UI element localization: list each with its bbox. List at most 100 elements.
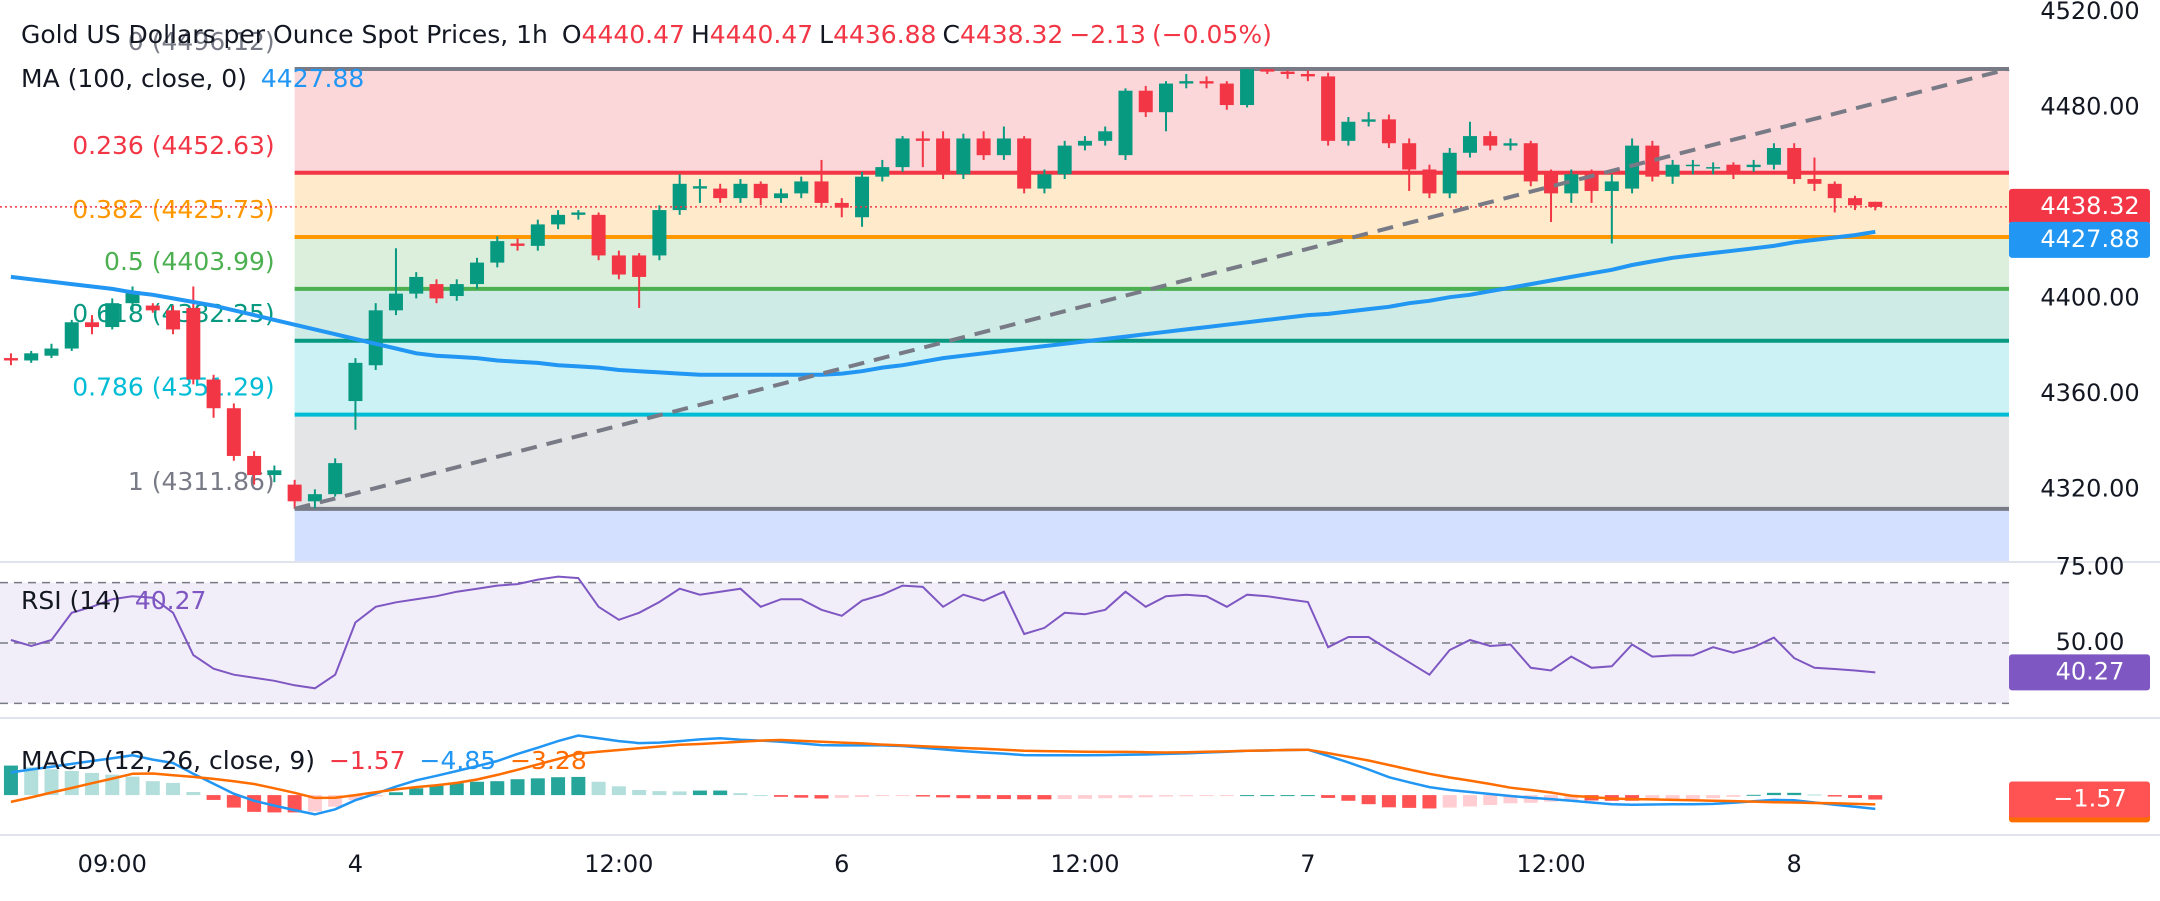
fib-level-label: 0.382 (4425.73) [72,195,274,224]
candle-body [1523,143,1538,182]
macd-histogram-bar [530,778,545,796]
candle-body [1766,148,1781,165]
fib-zone [294,172,2009,237]
macd-histogram-bar [1483,795,1498,806]
macd-histogram-bar [915,795,930,797]
fib-trend-line [294,67,2010,511]
candle-body [855,176,870,218]
macd-histogram-bar [1766,792,1781,796]
ohlc-key: C [942,20,960,49]
macd-histogram-bar [1868,795,1883,800]
macd-histogram-bar [1341,795,1356,801]
candle-body [1159,83,1174,113]
macd-histogram-bar [1665,795,1680,800]
macd-histogram-bar [328,795,343,807]
candle-body [368,310,383,366]
macd-histogram-bar [3,765,18,796]
candle-body [530,224,545,246]
candle-body [247,455,262,476]
candle-body [753,183,768,199]
macd-histogram-bar [956,795,971,799]
x-tick-label: 12:00 [584,850,653,878]
macd-histogram-bar [1381,795,1396,808]
candle-body [1381,119,1396,144]
candle-body [105,303,120,328]
macd-histogram-bar [206,795,221,800]
ma-legend: MA (100, close, 0) 4427.88 [21,64,370,93]
candle-body [490,241,505,263]
y-tick-label: 4520.00 [2040,0,2139,25]
price-legend: Gold US Dollars per Ounce Spot Prices, 1… [21,20,1278,49]
candle-body [1017,138,1032,189]
candle-body [24,353,39,361]
candle-body [1199,81,1214,84]
candle-body [429,284,444,299]
candle-body [1402,143,1417,170]
y-tick-label: 4360.00 [2040,379,2139,407]
macd-histogram-bar [875,795,890,797]
candle-body [470,262,485,285]
macd-histogram-bar [145,781,160,796]
ohlc-item: L4436.88 [819,20,936,49]
macd-histogram-bar [1159,795,1174,797]
candle-body [1341,121,1356,141]
candle-body [3,358,18,361]
plot-layer: 0 (4496.12) 0.236 (4452.63) 0.382 (4425.73… [0,0,2160,878]
candle-body [672,183,687,211]
fib-zone [294,340,2009,415]
candle-body [996,138,1011,156]
macd-histogram-bar [996,795,1011,800]
macd-legend: MACD (12, 26, close, 9) −1.57 −4.85 −3.2… [21,746,593,775]
macd-histogram-badge: −1.57 [2053,785,2127,813]
x-tick-label: 8 [1787,850,1802,878]
candle-body [44,348,59,356]
candle-body [1442,152,1457,194]
macd-histogram-bar [226,795,241,808]
ma-name: MA (100, close, 0) [21,64,247,93]
y-tick-label: 50.00 [2056,628,2125,656]
x-tick-label: 12:00 [1050,850,1119,878]
macd-histogram-bar [1199,795,1214,797]
fib-level-label: 0.5 (4403.99) [104,247,275,276]
macd-histogram-bar [1240,795,1255,797]
candle-body [551,214,566,225]
macd-histogram-bar [1847,795,1862,798]
rsi-value: 40.27 [134,586,207,615]
macd-histogram-bar [895,795,910,797]
candle-body [692,186,707,189]
candle-body [1280,71,1295,75]
macd-histogram-bar [1442,795,1457,808]
ma-badge: 4427.88 [2040,225,2139,253]
macd-histogram-bar [1179,795,1194,797]
candle-body [1361,119,1376,122]
candle-body [1077,140,1092,146]
macd-histogram-bar [449,783,464,796]
macd-histogram-bar [1037,795,1052,800]
candle-body [713,188,728,199]
macd-histogram-bar [1098,795,1113,799]
macd-histogram-bar [652,791,667,796]
macd-histogram-bar [307,795,322,812]
candle-body [1746,164,1761,168]
x-tick-label: 6 [834,850,849,878]
macd-histogram-bar [368,795,383,797]
macd-histogram-bar [1462,795,1477,807]
candle-body [1645,145,1660,177]
macd-histogram-bar [611,786,626,796]
macd-histogram-bar [1260,795,1275,797]
macd-histogram-bar [490,781,505,796]
candle-body [1544,174,1559,194]
macd-histogram-bar [429,785,444,796]
fib-extension-zone [294,508,2009,561]
candle-body [1098,131,1113,141]
ohlc-key: O [561,20,582,49]
macd-histogram-bar [1685,795,1700,800]
macd-histogram-badge-bg [2009,781,2150,818]
candle-body [145,305,160,311]
macd-histogram-bar [348,795,363,801]
macd-histogram-bar [1077,795,1092,799]
macd-title: MACD (12, 26, close, 9) [21,746,315,775]
macd-histogram-bar [1787,792,1802,796]
macd-value: −4.85 [419,746,497,775]
